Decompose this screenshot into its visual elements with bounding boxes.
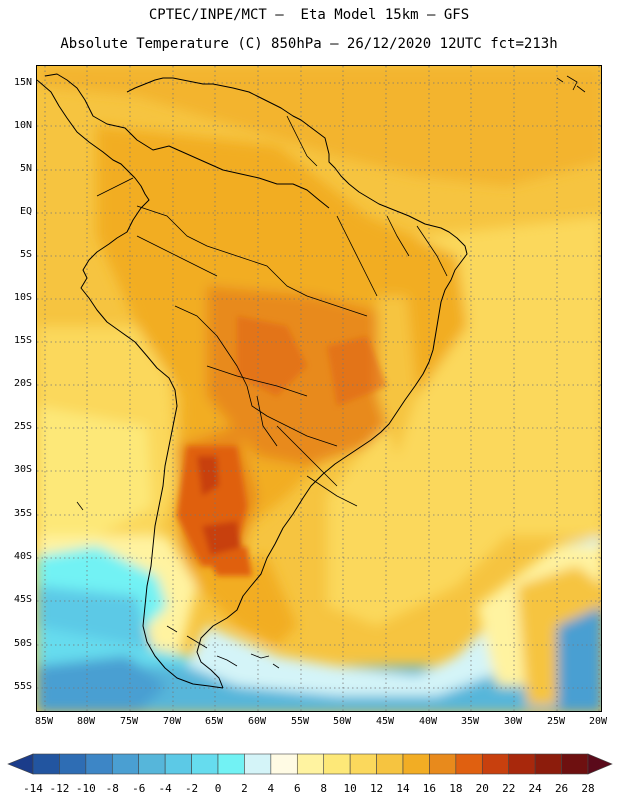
- colorbar-cell: [323, 753, 351, 775]
- colorbar-label: -8: [105, 782, 119, 795]
- map-frame: [36, 65, 602, 712]
- caribbean-coast: [44, 73, 330, 209]
- colorbar-label: 24: [528, 782, 542, 795]
- central-america-coast: [37, 79, 136, 179]
- colorbar-label: -12: [49, 782, 70, 795]
- colorbar-label: 0: [214, 782, 222, 795]
- lon-tick: 75W: [119, 716, 139, 727]
- colorbar-label: -6: [132, 782, 146, 795]
- colorbar-cell: [59, 753, 87, 775]
- lat-tick: 25S: [13, 421, 32, 432]
- colorbar-cell: [481, 753, 510, 775]
- colorbar-cell: [32, 753, 60, 775]
- lon-tick: 80W: [76, 716, 96, 727]
- coastlines: [37, 73, 586, 689]
- east-coast: [126, 77, 468, 689]
- colorbar-label: 10: [343, 782, 357, 795]
- lon-tick: 30W: [503, 716, 523, 727]
- colorbar-cell: [455, 753, 483, 775]
- lat-tick: 40S: [13, 551, 32, 562]
- lat-tick: 10S: [13, 292, 32, 303]
- colorbar-arrow-low: [7, 753, 34, 775]
- colorbar-arrow-high: [587, 753, 613, 775]
- colorbar-cell: [349, 753, 377, 775]
- lon-tick: 20W: [588, 716, 608, 727]
- colorbar-cell: [561, 753, 589, 775]
- colorbar-label: 18: [449, 782, 463, 795]
- lat-tick: EQ: [19, 206, 32, 217]
- lon-tick: 55W: [290, 716, 310, 727]
- lon-tick: 25W: [546, 716, 566, 727]
- colorbar-label: 4: [267, 782, 275, 795]
- title-line-2: Absolute Temperature (C) 850hPa — 26/12/…: [60, 36, 558, 52]
- lat-tick: 35S: [13, 508, 32, 519]
- colorbar-cell: [429, 753, 457, 775]
- colorbar-label: -2: [184, 782, 199, 795]
- colorbar-cell: [508, 753, 536, 775]
- colorbar-label: -4: [158, 782, 172, 795]
- lon-tick: 85W: [34, 716, 54, 727]
- colorbar-label: 6: [293, 782, 301, 795]
- colorbar-label: -10: [75, 782, 96, 795]
- south-america-coast: [80, 177, 224, 689]
- lat-tick: 30S: [13, 464, 32, 475]
- lon-tick: 70W: [162, 716, 182, 727]
- lon-tick: 65W: [204, 716, 224, 727]
- lat-tick: 10N: [13, 120, 32, 131]
- colorbar-cell: [111, 753, 140, 775]
- colorbar-cell: [85, 753, 113, 775]
- temperature-map: [37, 66, 601, 711]
- colorbar-cell: [191, 753, 219, 775]
- lon-tick: 50W: [332, 716, 352, 727]
- colorbar-cell: [376, 753, 404, 775]
- colorbar-label: 16: [422, 782, 437, 795]
- colorbar-cell: [296, 753, 325, 775]
- colorbar: [7, 753, 613, 775]
- lon-tick: 35W: [460, 716, 480, 727]
- lat-tick: 50S: [13, 638, 32, 649]
- lat-tick: 45S: [13, 594, 32, 605]
- colorbar-label: 28: [581, 782, 595, 795]
- colorbar-label: 2: [241, 782, 248, 795]
- colorbar-label: 12: [369, 782, 384, 795]
- colorbar-label: 26: [554, 782, 569, 795]
- lon-tick: 40W: [418, 716, 438, 727]
- lon-tick: 45W: [375, 716, 395, 727]
- lon-tick: 60W: [247, 716, 267, 727]
- lat-tick: 5S: [19, 249, 32, 260]
- colorbar-label: 22: [502, 782, 516, 795]
- colorbar-cell: [270, 753, 298, 775]
- colorbar-cell: [217, 753, 245, 775]
- colorbar-label: 20: [475, 782, 489, 795]
- colorbar-cell: [244, 753, 272, 775]
- islands: [76, 75, 586, 669]
- colorbar-label: 8: [320, 782, 328, 795]
- lat-tick: 20S: [13, 378, 32, 389]
- country-borders: [96, 115, 448, 507]
- lat-tick: 55S: [13, 681, 32, 692]
- colorbar-cell: [164, 753, 192, 775]
- colorbar-label: 14: [396, 782, 410, 795]
- lat-tick: 5N: [19, 163, 32, 174]
- colorbar-label: -14: [23, 782, 43, 795]
- colorbar-cell: [138, 753, 166, 775]
- lat-tick: 15N: [13, 77, 32, 88]
- colorbar-cell: [534, 753, 562, 775]
- title-line-1: CPTEC/INPE/MCT — Eta Model 15km — GFS: [148, 7, 470, 23]
- colorbar-cell: [402, 753, 430, 775]
- lat-tick: 15S: [13, 335, 32, 346]
